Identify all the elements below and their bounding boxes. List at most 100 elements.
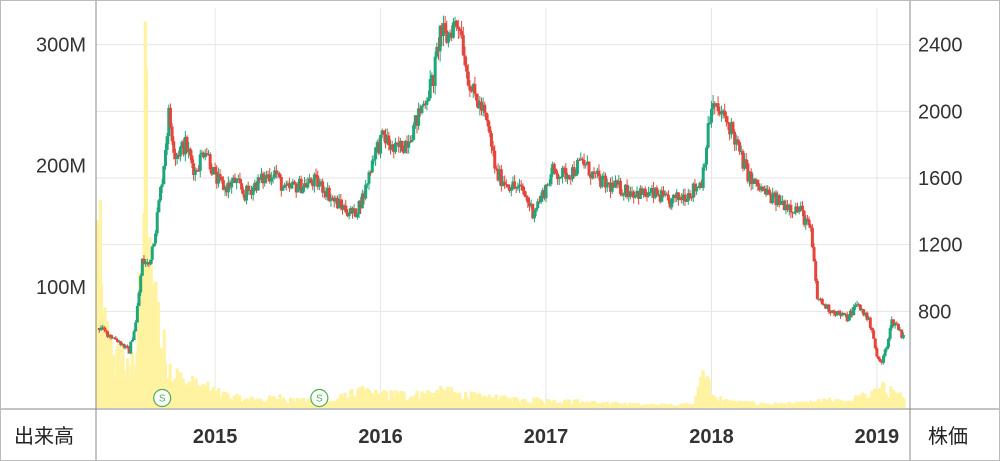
candle-body [584, 164, 588, 166]
candle-body [738, 142, 742, 152]
candle-body [180, 141, 184, 147]
candle-body [344, 205, 348, 213]
volume-bar [686, 403, 690, 408]
candle-body [483, 104, 487, 113]
candle-body [610, 182, 614, 192]
candle-body [192, 163, 196, 175]
candle-body [271, 177, 275, 179]
candle-body [312, 174, 316, 187]
candle-body [137, 292, 141, 307]
volume-bar [781, 403, 786, 408]
candle-body [268, 174, 272, 182]
candle-body [842, 312, 846, 315]
candle-body [886, 338, 890, 348]
candle-body [354, 208, 358, 218]
candle-body [556, 173, 560, 180]
candle-body [202, 152, 206, 158]
candle-body [830, 310, 834, 313]
candle-body [446, 33, 450, 43]
split-marker[interactable] [153, 388, 172, 408]
volume-bar [719, 396, 723, 408]
candle-body [782, 200, 786, 211]
candle-body [440, 25, 444, 37]
candle-body [155, 212, 159, 234]
candle-body [107, 334, 111, 337]
candle-body [370, 160, 374, 173]
candle-body [415, 115, 419, 126]
candle-body [582, 159, 586, 166]
candle-body [597, 170, 601, 177]
candle-body [524, 195, 528, 198]
candle-body [162, 166, 166, 185]
candle-body [895, 323, 899, 325]
volume-bar [669, 403, 673, 408]
candle-body [617, 180, 621, 185]
candle-body [733, 131, 737, 145]
candle-body [291, 181, 295, 185]
candle-body [481, 104, 485, 111]
candle-body [185, 136, 189, 153]
candle-body [393, 142, 397, 153]
split-marker[interactable] [310, 388, 329, 408]
volume-bar [839, 400, 843, 408]
candle-body [326, 187, 330, 198]
right-tick-label: 2000 [918, 101, 963, 123]
candle-body [843, 314, 847, 316]
candle-body [372, 159, 376, 161]
candle-body [400, 140, 404, 152]
candle-body [627, 191, 631, 198]
volume-bar [384, 390, 388, 408]
candle-body [178, 146, 182, 157]
candle-body [509, 189, 513, 192]
candle-body [734, 139, 738, 145]
candle-body [321, 181, 325, 193]
candle-body [685, 200, 689, 202]
candle-body [781, 200, 785, 202]
volume-bar [836, 398, 840, 408]
candle-body [670, 198, 674, 208]
candle-body [567, 175, 571, 179]
candle-body [221, 180, 225, 190]
volume-bar [799, 401, 803, 408]
candle-body [278, 173, 282, 177]
candle-body [799, 205, 803, 211]
candle-body [587, 161, 591, 176]
candle-body [261, 173, 265, 184]
candle-body [503, 181, 507, 185]
candle-body [195, 170, 199, 172]
candle-body [332, 197, 336, 202]
candle-body [317, 184, 321, 187]
candle-body [215, 171, 219, 184]
candle-body [309, 178, 313, 183]
candle-body [693, 183, 697, 192]
candle-body [390, 144, 394, 150]
candle-body [827, 304, 831, 312]
candle-body [847, 317, 851, 322]
volume-bar [536, 397, 540, 408]
volume-bar [699, 376, 703, 408]
candle-body [757, 186, 761, 191]
candle-body [595, 170, 599, 173]
candle-body [408, 141, 412, 143]
candle-body [425, 101, 429, 105]
candle-body [491, 146, 495, 151]
candle-body [448, 32, 452, 34]
volume-bar [586, 402, 591, 408]
candle-body [160, 184, 164, 187]
candle-body [114, 337, 118, 340]
candle-body [731, 122, 735, 132]
left-tick-label: 200M [36, 156, 86, 178]
candle-body [557, 178, 561, 180]
candle-body [590, 171, 594, 179]
volume-bar [168, 363, 172, 408]
candle-body [698, 182, 702, 188]
candle-body [868, 317, 872, 328]
candle-body [635, 190, 639, 195]
candle-body [274, 170, 278, 175]
candle-body [822, 304, 826, 306]
candle-body [357, 200, 361, 214]
candle-body [739, 151, 743, 153]
candle-body [554, 169, 558, 174]
candle-body [642, 188, 646, 195]
candle-body [294, 183, 298, 193]
